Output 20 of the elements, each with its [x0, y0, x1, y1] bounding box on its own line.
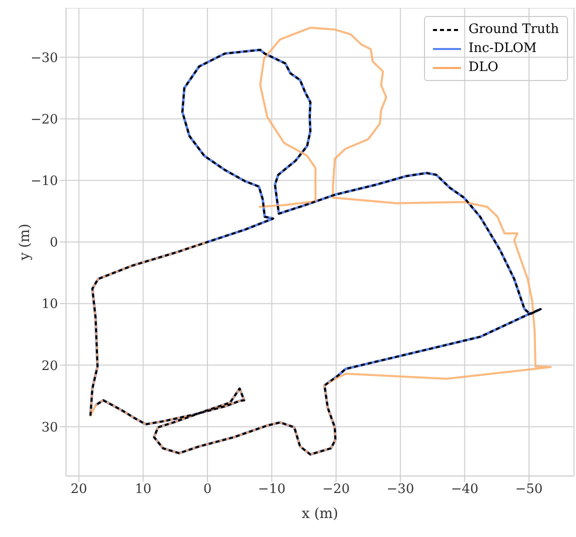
y-tick-label: 30: [41, 420, 58, 436]
x-tick-label: −50: [515, 482, 543, 498]
x-tick-label: −10: [258, 482, 286, 498]
x-tick-label: 20: [70, 482, 88, 498]
x-tick-label: −40: [450, 482, 478, 498]
y-tick-label: 10: [41, 297, 58, 312]
y-tick-label: 20: [41, 358, 58, 374]
y-tick-label: −30: [30, 50, 58, 66]
x-axis-title: x (m): [302, 506, 338, 522]
legend-label: Inc-DLOM: [468, 40, 537, 58]
y-tick-label: −10: [30, 174, 58, 190]
legend-label: Ground Truth: [468, 21, 559, 39]
x-tick-label: −30: [386, 482, 414, 498]
y-tick-label: 0: [50, 236, 58, 251]
x-tick-label: −20: [322, 482, 350, 498]
x-tick-label: 0: [203, 482, 212, 498]
x-tick-label: 10: [134, 482, 152, 498]
y-axis-title: y (m): [16, 224, 33, 262]
y-tick-label: −20: [30, 112, 58, 128]
legend-label: DLO: [468, 59, 498, 77]
